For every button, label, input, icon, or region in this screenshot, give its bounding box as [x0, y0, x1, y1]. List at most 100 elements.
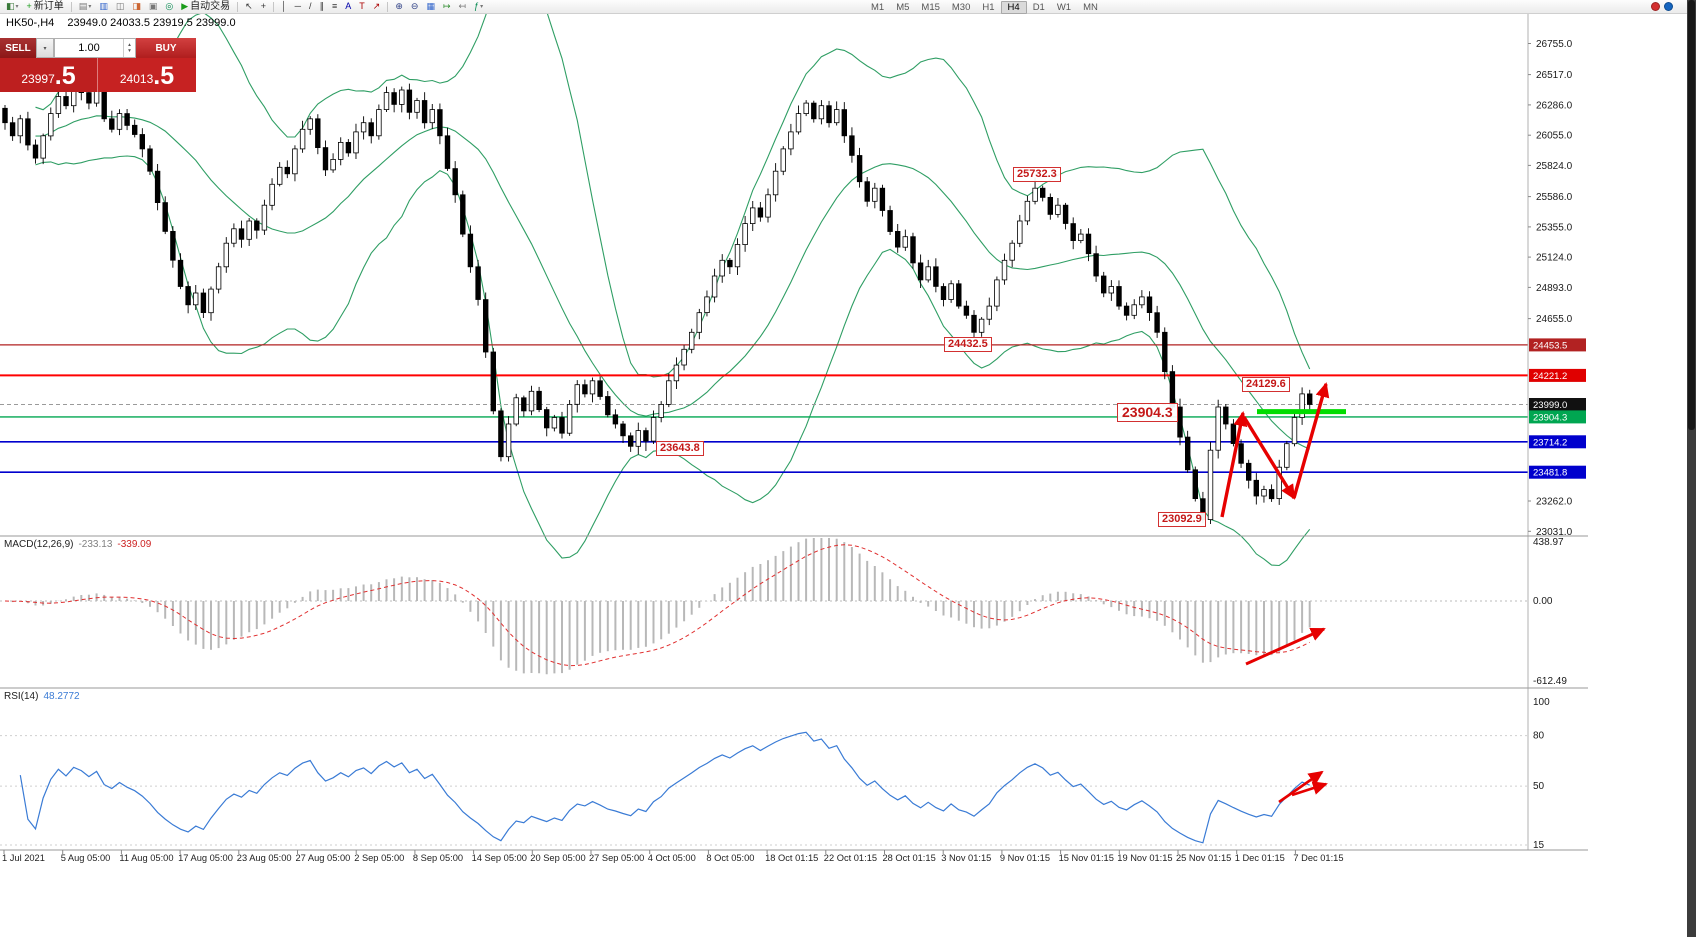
time-label: 19 Nov 01:15 — [1117, 853, 1172, 863]
candle-body — [292, 148, 298, 175]
vertical-scrollbar[interactable] — [1687, 0, 1696, 937]
sell-button[interactable]: SELL — [0, 38, 36, 58]
price-badge-label: 24221.2 — [1533, 371, 1567, 382]
sell-price-main: 23997 — [21, 72, 55, 86]
candle-body — [1146, 296, 1153, 313]
price-annotation[interactable]: 23904.3 — [1117, 403, 1178, 422]
buy-button[interactable]: BUY — [136, 38, 196, 58]
candle-body — [544, 409, 550, 429]
drawn-arrow[interactable] — [1292, 382, 1330, 499]
volume-decrease-button[interactable]: ▾ — [128, 48, 131, 54]
toolbar-zoom-out-button[interactable]: ⊖ — [408, 0, 422, 13]
toolbar-strategy-tester-button[interactable]: ◎ — [162, 0, 176, 13]
one-click-trading-panel: SELL ▾ ▴ ▾ BUY 23997.5 24013.5 — [0, 38, 196, 92]
toolbar-new-order-button[interactable]: + 新订单 — [24, 0, 67, 13]
price-badge-label: 23999.0 — [1533, 400, 1567, 411]
indicators-caret-icon[interactable]: ▾ — [480, 4, 484, 10]
toolbar-equidistant-channel-button[interactable]: ∥ — [317, 0, 328, 13]
toolbar-data-window-button[interactable]: ◫ — [113, 0, 128, 13]
volume-input[interactable] — [55, 39, 123, 57]
candle-body — [360, 122, 367, 133]
candle-body — [917, 262, 924, 281]
toolbar-autotrading-button[interactable]: ▶ 自动交易 — [178, 0, 233, 13]
macd-axis-label: 438.97 — [1533, 537, 1564, 548]
timeframe-M5-button[interactable]: M5 — [896, 1, 910, 13]
price-annotation[interactable]: 25732.3 — [1013, 167, 1061, 182]
candle-body — [238, 228, 245, 240]
rsi-line — [19, 731, 1310, 844]
cursor-icon: ↖ — [245, 1, 253, 11]
price-annotation[interactable]: 23092.9 — [1158, 512, 1206, 527]
toolbar-fibonacci-button[interactable]: ≡ — [329, 0, 340, 13]
toolbar-arrows-tool-button[interactable]: ↗ — [370, 0, 384, 13]
toolbar-chart-shift-button[interactable]: ↤ — [456, 0, 470, 13]
timeframe-H1-button[interactable]: H1 — [982, 1, 995, 13]
scrollbar-thumb[interactable] — [1688, 0, 1695, 430]
community-red-icon[interactable] — [1651, 2, 1660, 11]
toolbar-new-chart-button[interactable]: ◧ ▾ — [3, 0, 22, 13]
price-tick-label: 26055.0 — [1536, 131, 1573, 142]
timeframe-M15-button[interactable]: M15 — [921, 1, 940, 13]
toolbar-tile-windows-button[interactable]: ▦ — [423, 0, 438, 13]
candle-body — [772, 170, 779, 196]
tile-windows-icon: ▦ — [426, 1, 435, 11]
community-blue-icon[interactable] — [1664, 2, 1673, 11]
toolbar-crosshair-button[interactable]: + — [258, 0, 269, 13]
buy-price-display[interactable]: 24013.5 — [98, 58, 196, 92]
toolbar-market-watch-button[interactable]: ▥ — [96, 0, 111, 13]
drawn-arrow[interactable] — [1291, 781, 1328, 797]
toolbar-text-label-button[interactable]: T — [356, 0, 368, 13]
new-chart-caret-icon[interactable]: ▾ — [15, 4, 19, 10]
toolbar-separator — [272, 1, 274, 12]
price-annotation[interactable]: 24432.5 — [944, 337, 992, 352]
candle-body — [1154, 312, 1160, 333]
timeframe-D1-button[interactable]: D1 — [1032, 1, 1045, 13]
toolbar-chart-profiles-button[interactable]: ▤ ▾ — [76, 0, 95, 13]
drawn-arrow[interactable] — [1245, 627, 1326, 666]
candle-body — [986, 305, 992, 320]
candle-body — [696, 312, 702, 333]
price-annotation[interactable]: 24129.6 — [1242, 377, 1290, 392]
timeframe-M1-button[interactable]: M1 — [871, 1, 885, 13]
candle-body — [834, 109, 840, 124]
volume-increase-button[interactable]: ▴ — [128, 42, 131, 48]
time-label: 23 Aug 05:00 — [237, 853, 292, 863]
toolbar-terminal-button[interactable]: ▣ — [146, 0, 161, 13]
time-label: 18 Oct 01:15 — [765, 853, 818, 863]
candle-body — [101, 89, 107, 120]
macd-axis-label: -612.49 — [1533, 676, 1567, 687]
candle-body — [574, 384, 580, 405]
drawn-arrow[interactable] — [1242, 416, 1296, 500]
order-options-dropdown[interactable]: ▾ — [36, 38, 54, 58]
candle-body — [612, 414, 619, 425]
toolbar-trendline-button[interactable]: / — [306, 0, 315, 13]
timeframe-H4-button[interactable]: H4 — [1000, 0, 1027, 14]
price-annotation[interactable]: 23643.8 — [656, 441, 704, 456]
toolbar-text-button[interactable]: A — [342, 0, 354, 13]
chart-profiles-caret-icon[interactable]: ▾ — [88, 4, 92, 10]
drawn-arrow[interactable] — [1220, 411, 1248, 518]
candle-body — [63, 96, 69, 107]
bollinger-upper — [35, 0, 1311, 378]
candle-body — [704, 296, 710, 313]
drawn-arrow[interactable] — [1278, 770, 1324, 804]
toolbar-cursor-button[interactable]: ↖ — [242, 0, 256, 13]
candle-body — [887, 210, 893, 232]
price-badge — [1529, 338, 1586, 352]
zoom-out-icon: ⊖ — [410, 1, 419, 11]
time-label: 1 Dec 01:15 — [1235, 853, 1285, 863]
toolbar-auto-scroll-button[interactable]: ↦ — [440, 0, 454, 13]
timeframe-M30-button[interactable]: M30 — [951, 1, 971, 13]
toolbar-indicators-button[interactable]: ƒ ▾ — [471, 0, 486, 13]
toolbar-right-group — [1651, 2, 1673, 11]
toolbar-vertical-line-button[interactable]: │ — [278, 0, 290, 13]
toolbar-navigator-button[interactable]: ◨ — [129, 0, 144, 13]
macd-panel: 438.97 0.00 -612.49 — [0, 537, 1567, 687]
toolbar-horizontal-line-button[interactable]: ─ — [292, 0, 304, 13]
timeframe-W1-button[interactable]: W1 — [1056, 1, 1072, 13]
candle-body — [452, 168, 458, 196]
timeframe-MN-button[interactable]: MN — [1083, 1, 1098, 13]
sell-price-display[interactable]: 23997.5 — [0, 58, 98, 92]
toolbar-zoom-in-button[interactable]: ⊕ — [392, 0, 406, 13]
